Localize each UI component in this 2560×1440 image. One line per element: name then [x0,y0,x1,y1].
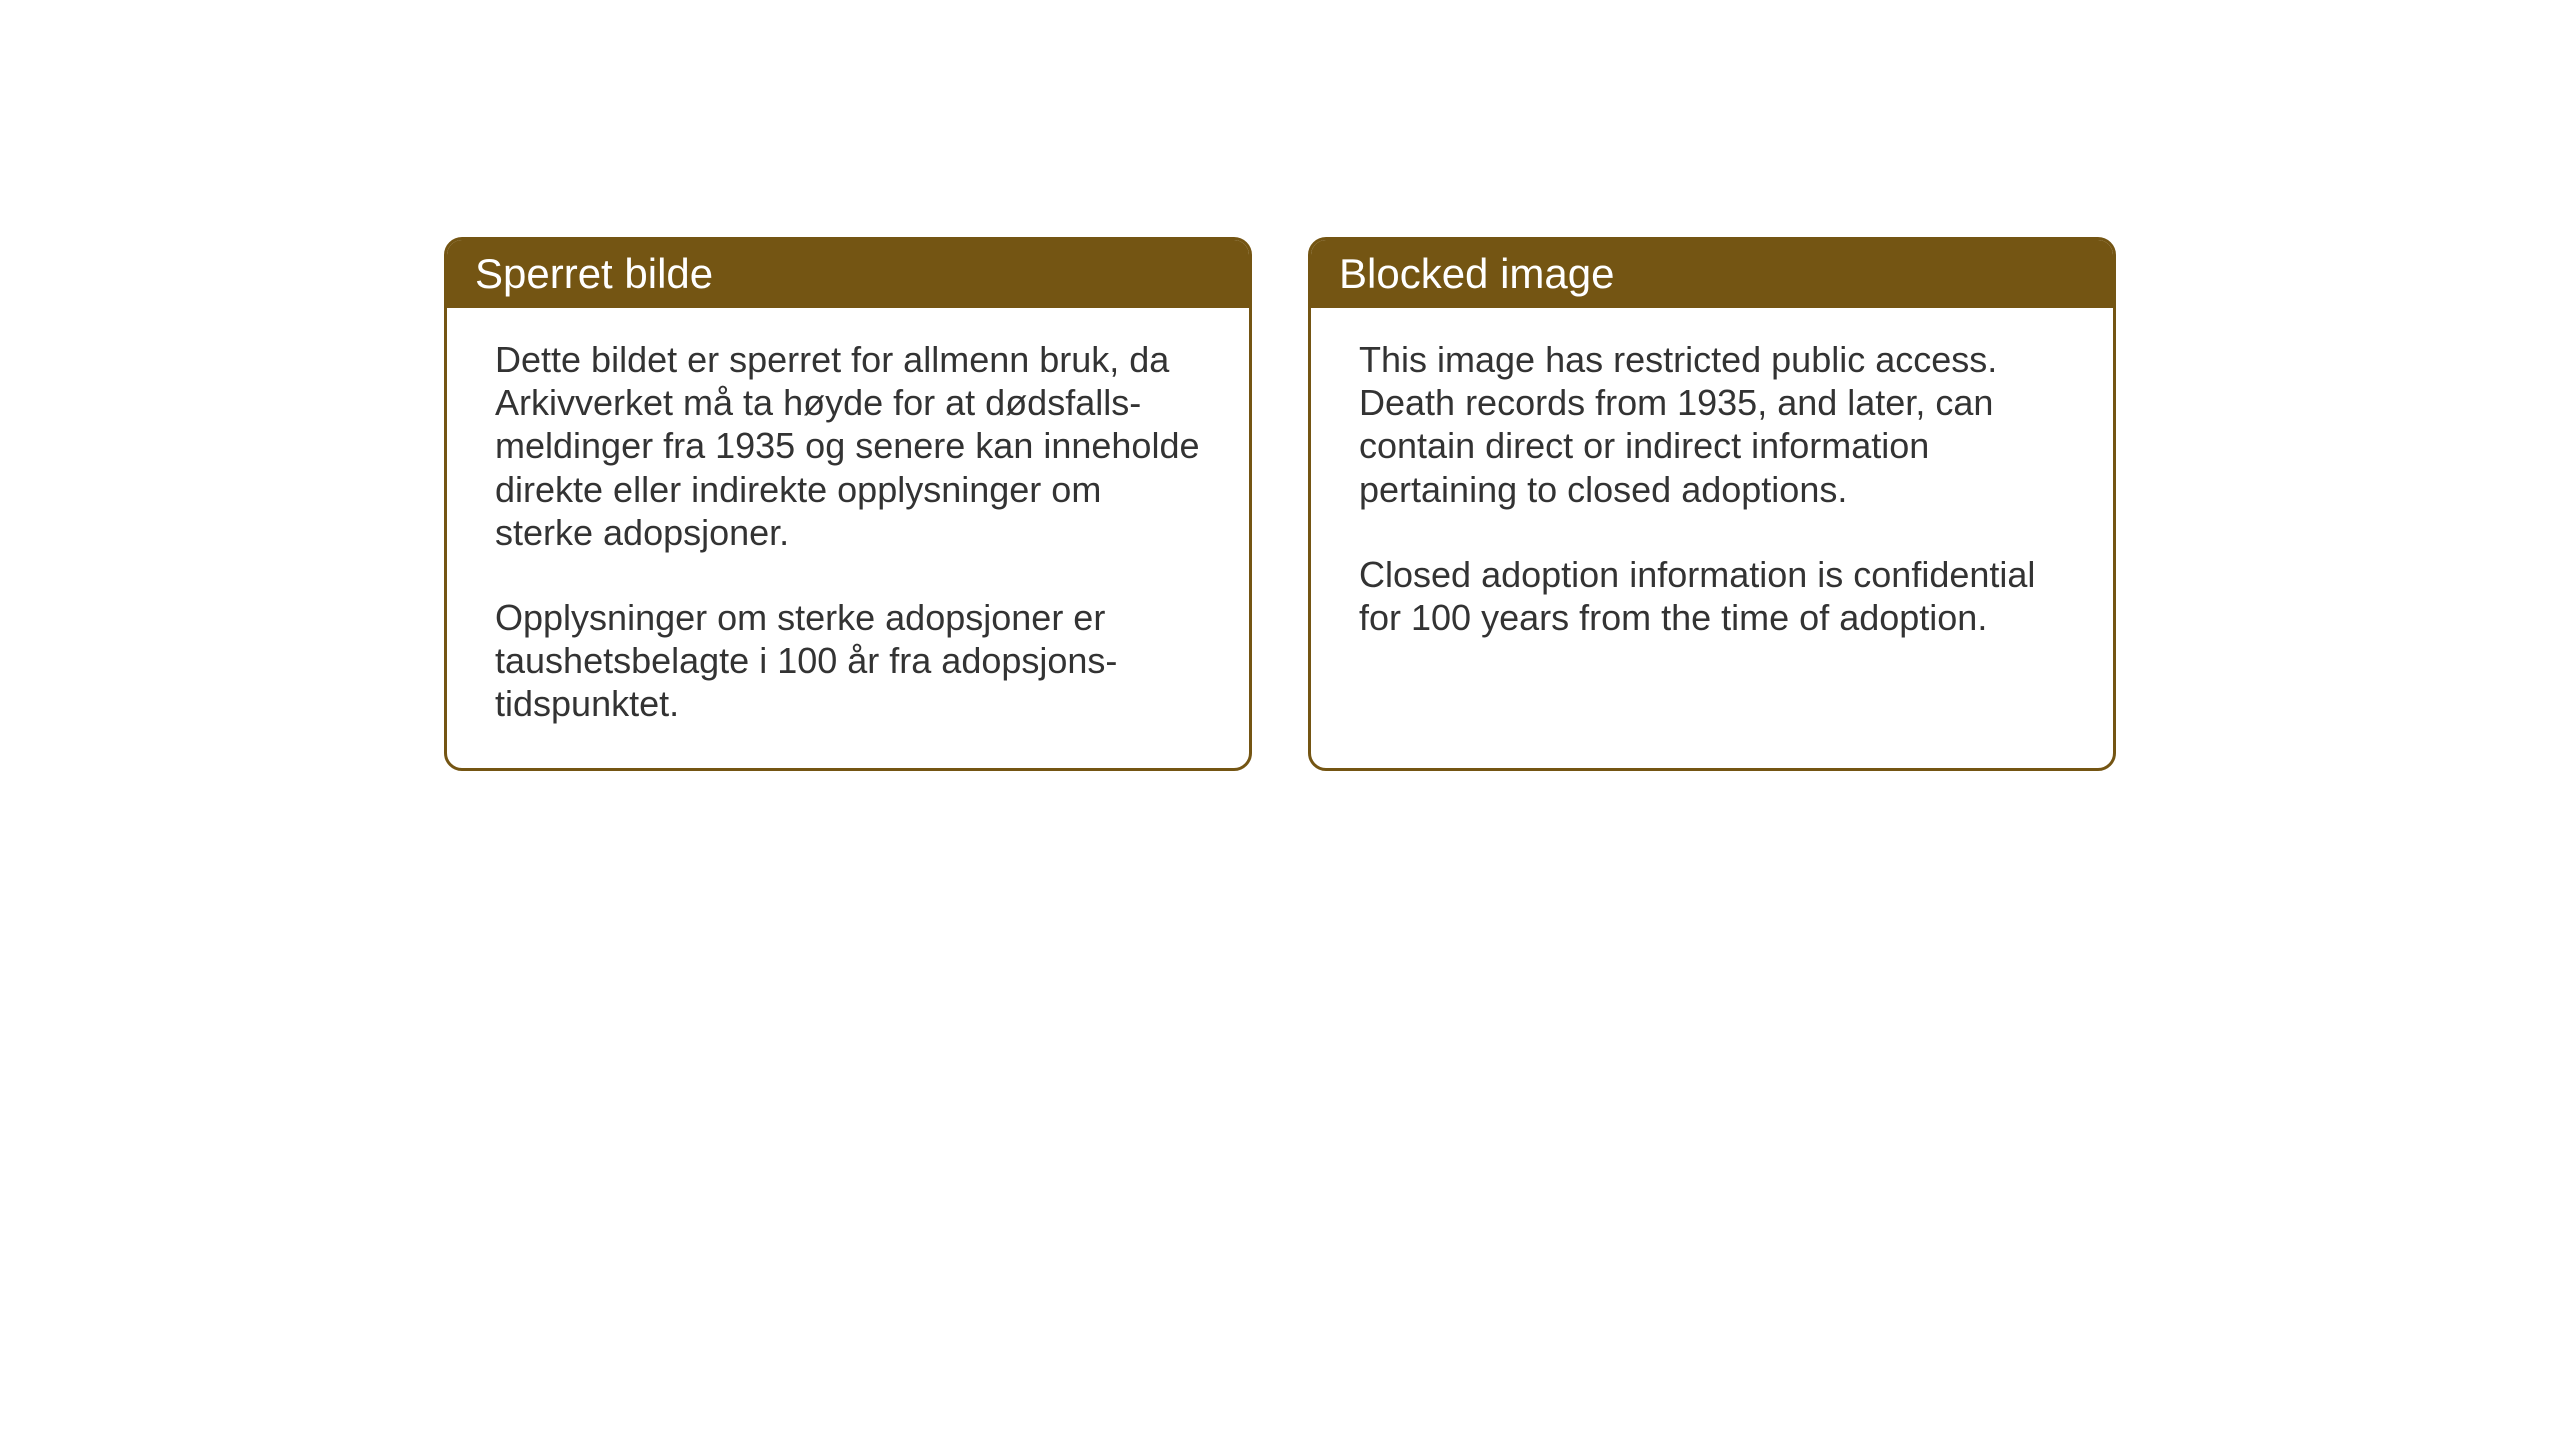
norwegian-card-title: Sperret bilde [447,240,1249,308]
english-paragraph-2: Closed adoption information is confident… [1359,553,2065,639]
norwegian-paragraph-2: Opplysninger om sterke adopsjoner er tau… [495,596,1201,726]
notice-container: Sperret bilde Dette bildet er sperret fo… [444,237,2116,771]
norwegian-card-body: Dette bildet er sperret for allmenn bruk… [447,308,1249,768]
english-paragraph-1: This image has restricted public access.… [1359,338,2065,511]
norwegian-paragraph-1: Dette bildet er sperret for allmenn bruk… [495,338,1201,554]
english-card-title: Blocked image [1311,240,2113,308]
norwegian-card: Sperret bilde Dette bildet er sperret fo… [444,237,1252,771]
english-card-body: This image has restricted public access.… [1311,308,2113,681]
english-card: Blocked image This image has restricted … [1308,237,2116,771]
